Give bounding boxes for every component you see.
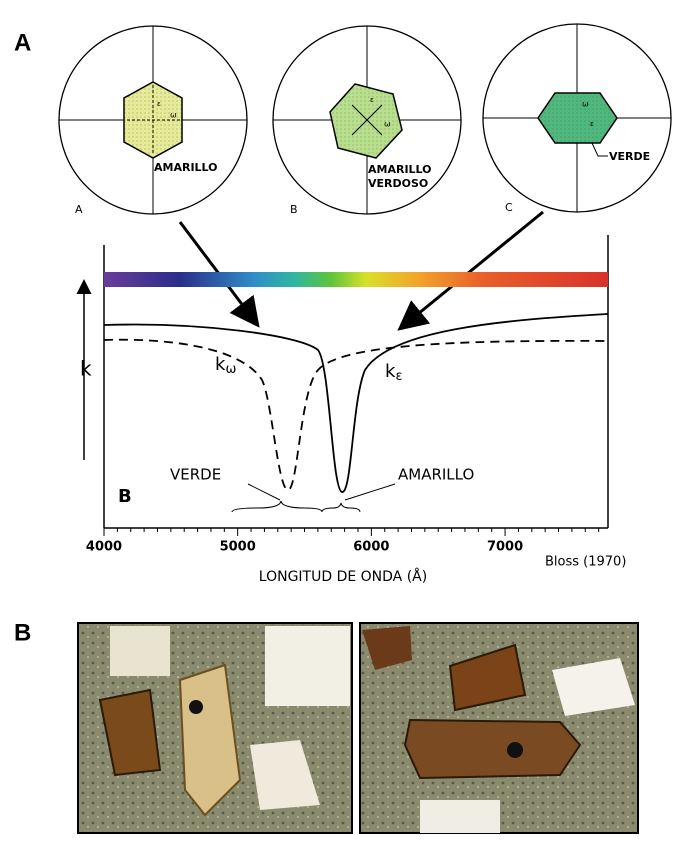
curve-label-base: k [215,354,226,375]
circle-a: ε ω AMARILLO A [58,25,248,216]
curve-label: kε [385,361,402,384]
circle-letter: A [75,203,83,216]
curve-label-base: k [385,361,396,382]
symbol: ω [170,111,177,120]
symbol: ε [590,120,594,128]
symbol: ω [384,120,391,129]
panel-label: B [14,619,31,646]
circle-c: ω ε VERDE C [482,23,672,214]
x-tick-label: 7000 [487,540,523,555]
x-axis-label: LONGITUD DE ONDA (Å) [259,568,427,585]
k-epsilon-curve [103,313,609,493]
brace [231,500,323,513]
circle-b: ε ω AMARILLO VERDOSO B [272,25,462,216]
x-tick-label: 6000 [353,540,389,555]
brace [321,502,361,513]
x-tick-label: 4000 [86,540,122,555]
panel-label: A [14,29,31,56]
symbol: ε [370,96,374,104]
circle-letter: B [290,203,298,216]
k-omega-curve [103,338,609,491]
arrow [397,210,544,331]
panel-letter: B [118,486,132,507]
circle-letter: C [505,201,513,214]
symbol: ε [157,100,161,108]
x-axis: 4000 5000 6000 7000 [86,527,608,555]
curve-label: kω [215,354,236,377]
x-tick-label: 5000 [220,540,256,555]
spectrum [104,272,608,287]
color-label: VERDE [609,150,650,163]
leader [344,483,396,501]
curve-label-sub: ε [395,369,402,384]
curve-label-sub: ω [225,362,236,377]
photo-left [77,622,353,834]
color-label: VERDOSO [368,177,428,190]
symbol: ω [582,100,589,109]
credit: Bloss (1970) [545,555,626,570]
photo-right [359,622,639,834]
leader [247,483,281,501]
band-label: VERDE [170,466,221,484]
y-label: k [80,357,92,381]
color-label: AMARILLO [154,161,218,174]
band-label: AMARILLO [398,466,474,484]
color-label: AMARILLO [368,163,432,176]
